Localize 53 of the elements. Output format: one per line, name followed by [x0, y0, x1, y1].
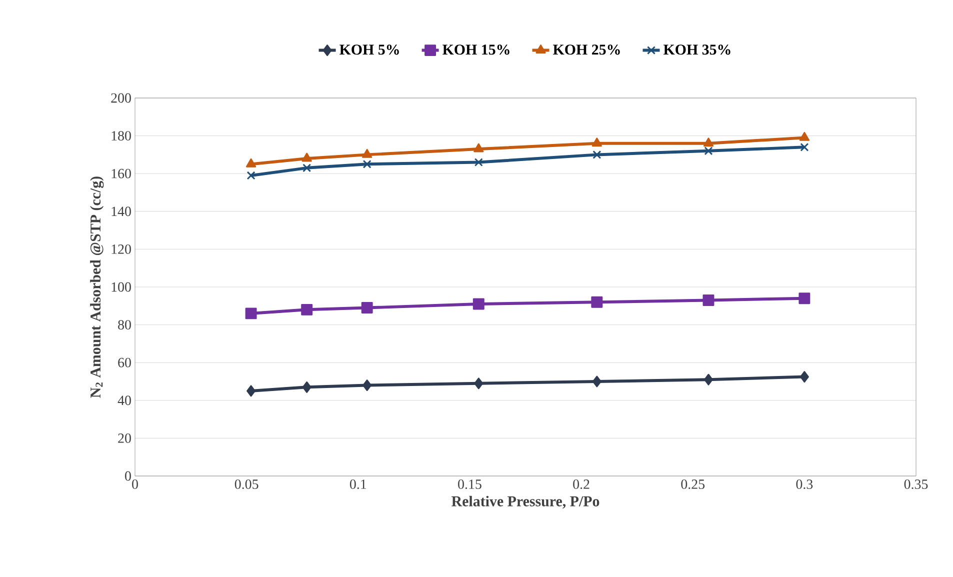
y-tick-label: 160 — [112, 168, 131, 178]
point — [798, 292, 810, 304]
point — [302, 152, 312, 162]
point — [472, 298, 484, 310]
x-tick-label: 0.25 — [681, 480, 705, 489]
y-tick-label: 120 — [112, 244, 131, 254]
point — [474, 143, 484, 152]
point — [246, 385, 256, 397]
x-tick-label: 0.1 — [350, 480, 366, 489]
y-axis-title: N$_{2}$ Amount Adsorbed @STP (cc/g) — [90, 176, 104, 398]
point — [702, 294, 714, 306]
point — [474, 378, 484, 390]
point — [591, 296, 603, 308]
y-tick-label: 20 — [118, 433, 131, 443]
legend-label: KOH 5% — [340, 44, 399, 55]
point — [703, 138, 714, 147]
legend-label: KOH 35% — [663, 44, 730, 55]
point — [799, 132, 810, 141]
x-tick-label: 0.2 — [573, 480, 590, 489]
y-tick-label: 140 — [112, 206, 131, 216]
point — [245, 308, 257, 320]
y-tick-label: 100 — [112, 282, 131, 292]
point — [704, 374, 713, 386]
x-tick-label: 0.35 — [904, 480, 928, 489]
x-tick-label: 0.15 — [458, 480, 482, 489]
point — [362, 148, 372, 158]
legend-label: KOH 15% — [442, 44, 510, 55]
y-tick-label: 200 — [111, 93, 131, 103]
y-tick-label: 80 — [118, 320, 131, 330]
point — [246, 171, 256, 180]
point — [246, 158, 256, 168]
point — [474, 158, 483, 167]
point — [362, 160, 372, 168]
point — [592, 376, 602, 388]
point — [592, 138, 602, 147]
x-axis-title: Relative Pressure, P/Po — [452, 496, 600, 509]
y-tick-label: 180 — [112, 131, 131, 141]
point — [800, 142, 809, 152]
point — [362, 380, 372, 392]
point — [301, 304, 313, 316]
y-tick-label: 0 — [125, 471, 131, 481]
point — [592, 150, 602, 159]
point — [361, 302, 373, 314]
legend-label: KOH 25% — [553, 44, 620, 55]
y-tick-label: 40 — [118, 396, 131, 406]
x-tick-label: 0 — [132, 480, 138, 489]
point — [302, 381, 312, 393]
y-tick-label: 60 — [118, 358, 131, 368]
point — [704, 146, 713, 156]
point — [302, 164, 312, 172]
x-tick-label: 0.05 — [234, 480, 258, 489]
x-tick-label: 0.3 — [796, 480, 813, 489]
point — [800, 371, 809, 383]
